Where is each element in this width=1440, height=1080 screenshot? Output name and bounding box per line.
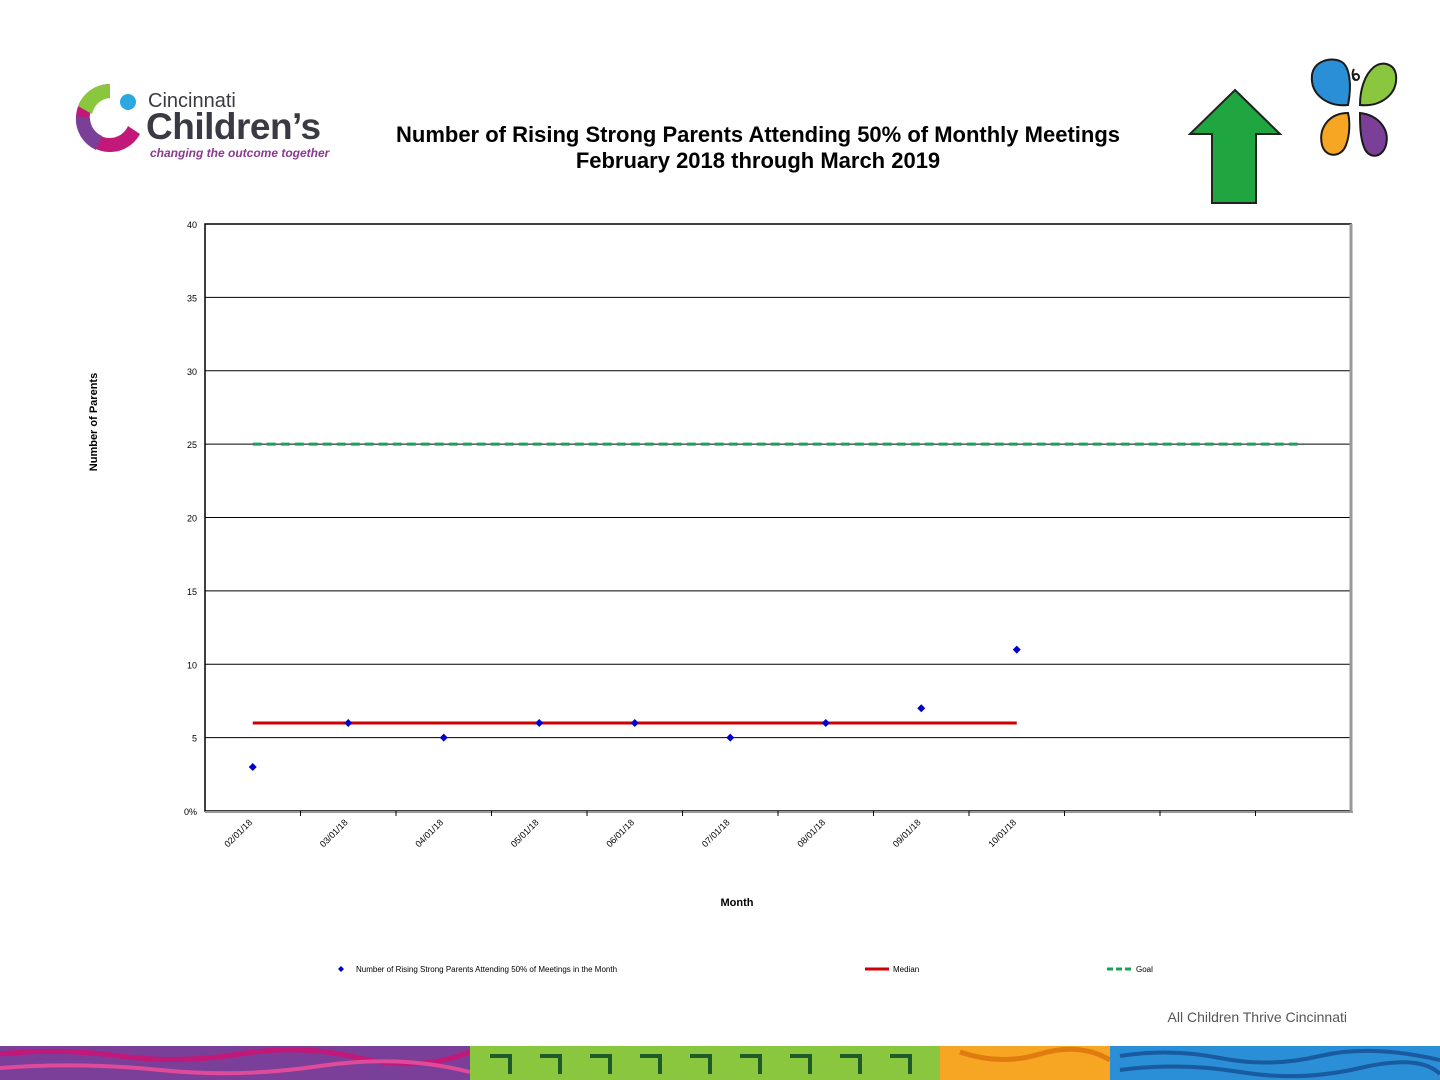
y-tick-label: 35 (187, 293, 197, 303)
data-point (821, 718, 830, 727)
y-tick-labels: 0% 5 10 15 20 25 30 35 40 (184, 220, 197, 817)
y-tick-label: 20 (187, 514, 197, 524)
data-point (917, 704, 926, 713)
x-tick-label: 08/01/18 (795, 817, 827, 849)
logo-text-childrens: Children’s (146, 106, 321, 147)
legend-label-goal: Goal (1136, 965, 1153, 974)
up-arrow-icon (1188, 88, 1282, 204)
grid-lines (205, 296, 1351, 739)
y-tick-label: 10 (187, 660, 197, 670)
data-point (344, 718, 353, 727)
data-point (726, 733, 735, 742)
data-point (1012, 645, 1021, 654)
data-points (248, 645, 1021, 771)
legend-label-series: Number of Rising Strong Parents Attendin… (356, 965, 617, 974)
cincinnati-childrens-logo: Cincinnati Children’s changing the outco… (70, 76, 330, 166)
chart-title-line1: Number of Rising Strong Parents Attendin… (396, 122, 1120, 147)
x-tick-label: 02/01/18 (222, 817, 254, 849)
data-point (248, 762, 257, 771)
legend-marker-series (338, 966, 344, 972)
x-tick-label: 04/01/18 (413, 817, 445, 849)
x-axis-label: Month (721, 897, 754, 909)
x-tick-label: 03/01/18 (318, 817, 350, 849)
data-point (535, 718, 544, 727)
y-tick-label: 5 (192, 734, 197, 744)
y-tick-label: 30 (187, 367, 197, 377)
y-tick-label: 15 (187, 587, 197, 597)
y-tick-label: 40 (187, 220, 197, 230)
logo-mark-icon (75, 83, 140, 152)
y-tick-label: 25 (187, 440, 197, 450)
x-tick-label: 10/01/18 (986, 817, 1018, 849)
y-axis-label: Number of Parents (88, 373, 100, 471)
legend: Number of Rising Strong Parents Attendin… (338, 965, 1153, 974)
data-point (630, 718, 639, 727)
x-tick-label: 09/01/18 (891, 817, 923, 849)
logo-tagline: changing the outcome together (150, 146, 330, 160)
footer-text: All Children Thrive Cincinnati (1167, 1009, 1347, 1025)
chart-title-line2: February 2018 through March 2019 (575, 148, 941, 173)
decorative-bottom-band (0, 1046, 1440, 1080)
data-point (439, 733, 448, 742)
x-tick-label: 07/01/18 (700, 817, 732, 849)
chart-title: Number of Rising Strong Parents Attendin… (340, 122, 1176, 174)
x-tick-label: 05/01/18 (509, 817, 541, 849)
scatter-chart: 0% 5 10 15 20 25 30 35 40 02/01/18 03/01/18 04/01/… (88, 220, 1353, 974)
butterfly-logo-icon (1310, 58, 1398, 157)
x-tick-labels: 02/01/18 03/01/18 04/01/18 05/01/18 06/01/18… (222, 811, 1256, 849)
logo-text-cincinnati: Cincinnati (148, 90, 236, 112)
y-tick-label: 0% (184, 807, 197, 817)
x-tick-label: 06/01/18 (604, 817, 636, 849)
legend-label-median: Median (893, 965, 919, 974)
